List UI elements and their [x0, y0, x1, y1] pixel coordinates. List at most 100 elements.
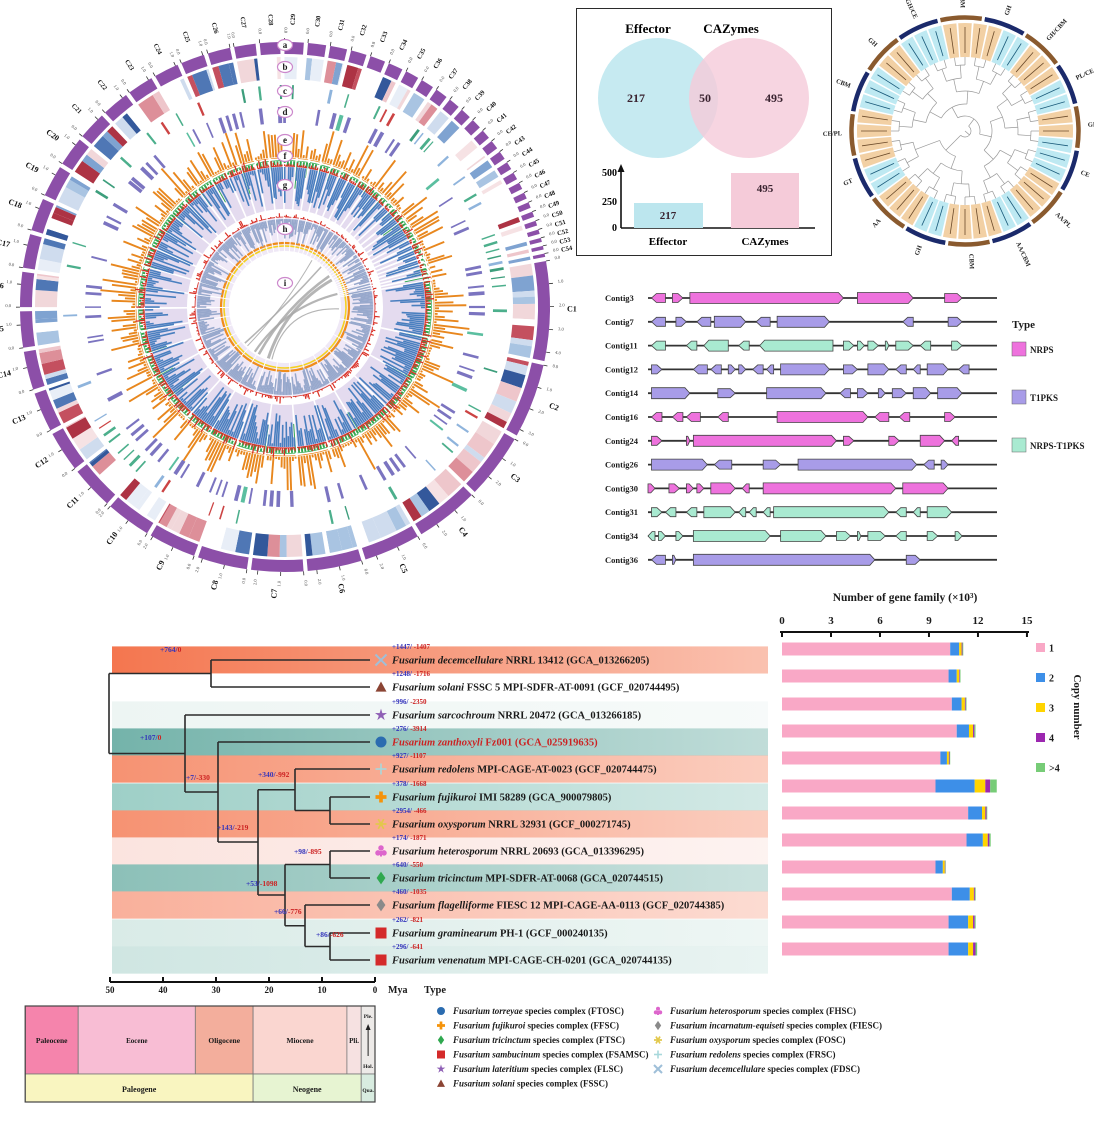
copy-legend-swatch[interactable]: [1036, 673, 1045, 682]
stacked-bar[interactable]: [782, 887, 976, 901]
stacked-bar[interactable]: [782, 942, 978, 956]
species-name[interactable]: Fusarium graminearum PH-1 (GCF_000240135…: [391, 929, 608, 940]
gene-arrow[interactable]: [895, 364, 907, 375]
stacked-bar[interactable]: [782, 751, 951, 765]
gene-arrow[interactable]: [738, 340, 750, 351]
epoch-cell[interactable]: [252, 1005, 348, 1075]
gene-arrow[interactable]: [713, 315, 747, 328]
period-cell[interactable]: [252, 1073, 362, 1103]
gene-arrow[interactable]: [672, 554, 677, 565]
legend-item[interactable]: Fusarium redolens species complex (FRSC): [654, 1050, 836, 1060]
legend-item[interactable]: Fusarium solani species complex (FSSC): [437, 1079, 608, 1089]
venn-circle-cazymes[interactable]: [689, 38, 809, 158]
bar-cazymes[interactable]: [731, 173, 799, 228]
gene-arrow[interactable]: [703, 506, 736, 519]
gene-arrow[interactable]: [710, 482, 736, 495]
gene-arrow[interactable]: [856, 531, 862, 541]
gene-arrow[interactable]: [675, 316, 687, 327]
gene-arrow[interactable]: [877, 388, 886, 399]
gene-arrow[interactable]: [958, 364, 970, 375]
stacked-bar[interactable]: [782, 669, 961, 683]
stacked-bar[interactable]: [782, 860, 946, 874]
gene-arrow[interactable]: [738, 507, 747, 518]
gene-arrow[interactable]: [843, 364, 858, 375]
species-name[interactable]: Fusarium redolens MPI-CAGE-AT-0023 (GCF_…: [391, 765, 657, 776]
gene-arrow[interactable]: [650, 554, 666, 565]
gene-arrow[interactable]: [717, 388, 736, 399]
gene-arrow[interactable]: [895, 531, 907, 541]
gene-arrow[interactable]: [905, 554, 921, 565]
gene-arrow[interactable]: [685, 507, 698, 518]
copy-legend-swatch[interactable]: [1036, 763, 1045, 772]
period-cell[interactable]: [24, 1073, 254, 1103]
legend-swatch-NRPS-T1PKS[interactable]: [1011, 437, 1027, 453]
gene-arrow[interactable]: [912, 507, 921, 518]
gene-arrow[interactable]: [762, 482, 897, 495]
gene-arrow[interactable]: [752, 364, 764, 375]
stacked-bar[interactable]: [782, 697, 967, 711]
gene-arrow[interactable]: [727, 364, 736, 375]
copy-legend-swatch[interactable]: [1036, 733, 1045, 742]
species-name[interactable]: Fusarium decemcellulare NRRL 13412 (GCA_…: [391, 656, 650, 667]
gene-arrow[interactable]: [650, 293, 666, 303]
gene-arrow[interactable]: [741, 483, 750, 494]
gene-arrow[interactable]: [780, 530, 827, 542]
gene-arrow[interactable]: [947, 316, 963, 327]
genome-link[interactable]: [271, 308, 339, 360]
legend-item[interactable]: Fusarium sambucinum species complex (FSA…: [437, 1050, 649, 1060]
gene-arrow[interactable]: [685, 435, 691, 446]
genome-link[interactable]: [244, 266, 322, 344]
gene-arrow[interactable]: [902, 482, 949, 495]
species-name[interactable]: Fusarium flagelliforme FIESC 12 MPI-CAGE…: [391, 901, 725, 912]
gene-arrow[interactable]: [664, 507, 677, 518]
gene-arrow[interactable]: [954, 531, 963, 541]
species-name[interactable]: Fusarium heterosporum NRRL 20693 (GCA_01…: [391, 847, 645, 858]
gene-arrow[interactable]: [651, 458, 708, 471]
gene-arrow[interactable]: [717, 412, 729, 422]
gene-arrow[interactable]: [898, 412, 911, 422]
gene-arrow[interactable]: [919, 434, 946, 447]
bar-effector[interactable]: [634, 203, 703, 228]
legend-item[interactable]: Fusarium fujikuroi species complex (FFSC…: [437, 1021, 619, 1031]
gene-arrow[interactable]: [884, 340, 890, 351]
gene-arrow[interactable]: [926, 363, 949, 376]
legend-item[interactable]: Fusarium oxysporum species complex (FOSC…: [654, 1035, 846, 1045]
legend-item[interactable]: Fusarium incarnatum-equiseti species com…: [654, 1021, 882, 1031]
gene-arrow[interactable]: [937, 387, 963, 400]
gene-arrow[interactable]: [675, 531, 684, 541]
gene-arrow[interactable]: [672, 293, 684, 303]
gene-arrow[interactable]: [651, 435, 663, 446]
legend-item[interactable]: Fusarium tricinctum species complex (FTS…: [437, 1035, 625, 1045]
gene-arrow[interactable]: [912, 387, 932, 400]
stacked-bar[interactable]: [782, 642, 964, 656]
gene-arrow[interactable]: [748, 507, 757, 518]
gene-arrow[interactable]: [895, 507, 907, 518]
genome-link[interactable]: [266, 278, 333, 359]
gene-arrow[interactable]: [651, 364, 663, 375]
epoch-cell[interactable]: [77, 1005, 196, 1075]
stacked-bar[interactable]: [782, 833, 991, 847]
stacked-bar[interactable]: [782, 724, 976, 738]
gene-arrow[interactable]: [685, 412, 701, 422]
gene-arrow[interactable]: [776, 315, 831, 328]
genome-link[interactable]: [247, 259, 313, 347]
gene-arrow[interactable]: [923, 459, 935, 470]
gene-arrow[interactable]: [912, 364, 921, 375]
gene-arrow[interactable]: [874, 412, 890, 422]
gene-arrow[interactable]: [692, 553, 876, 566]
gene-arrow[interactable]: [919, 340, 932, 351]
stacked-bar[interactable]: [782, 915, 976, 929]
gene-arrow[interactable]: [647, 531, 656, 541]
stacked-bar[interactable]: [782, 806, 988, 820]
species-name[interactable]: Fusarium fujikuroi IMI 58289 (GCA_900079…: [391, 793, 612, 804]
legend-swatch-NRPS[interactable]: [1011, 341, 1027, 357]
species-name[interactable]: Fusarium tricinctum MPI-SDFR-AT-0068 (GC…: [391, 874, 663, 885]
gene-arrow[interactable]: [658, 531, 666, 541]
copy-legend-swatch[interactable]: [1036, 703, 1045, 712]
gene-arrow[interactable]: [902, 316, 914, 327]
legend-item[interactable]: Fusarium lateritium species complex (FLS…: [436, 1064, 623, 1074]
gene-arrow[interactable]: [891, 388, 907, 399]
gene-arrow[interactable]: [926, 506, 953, 519]
gene-arrow[interactable]: [944, 412, 956, 422]
gene-arrow[interactable]: [650, 316, 666, 327]
